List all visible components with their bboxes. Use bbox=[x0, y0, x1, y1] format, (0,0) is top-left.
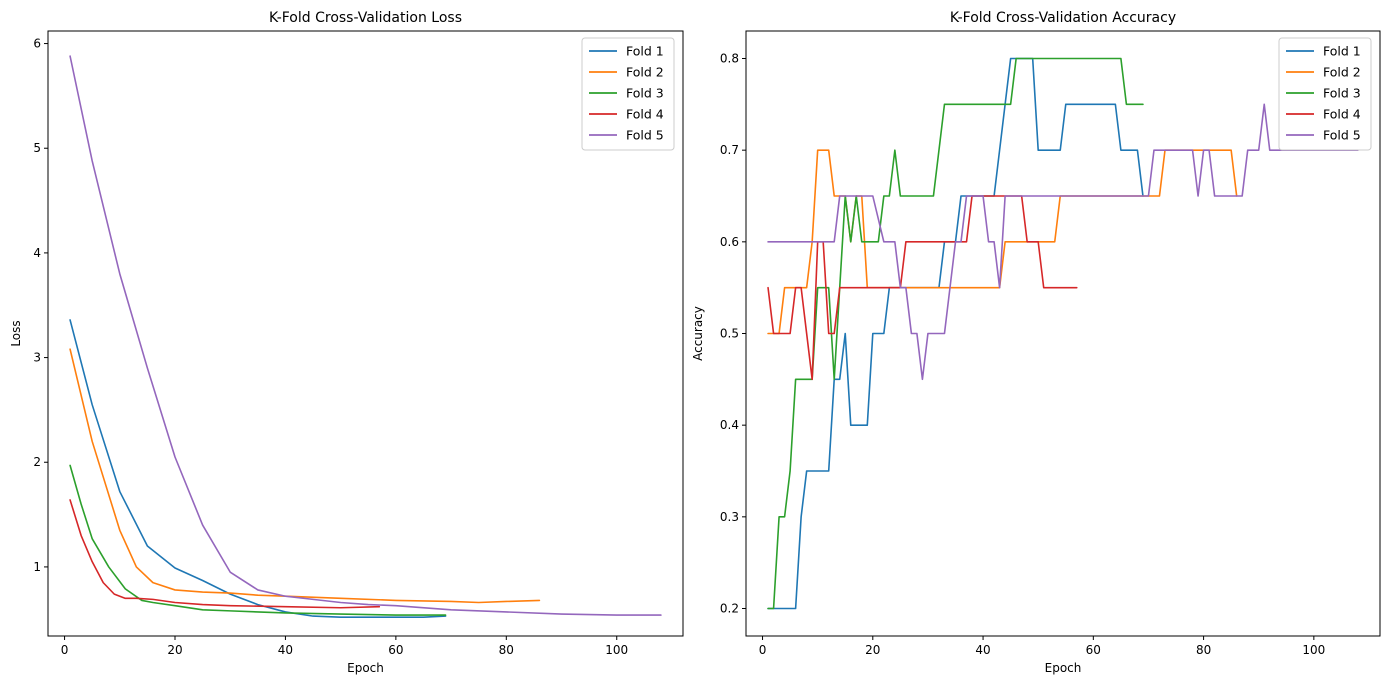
x-tick-label: 100 bbox=[1302, 643, 1325, 657]
x-tick-label: 0 bbox=[759, 643, 767, 657]
series-line-fold-1 bbox=[69, 319, 447, 618]
chart-panel-1: 0 20 40 60 80 100 1 2 3 4 5 6 K-Fold Cross-Validatio… bbox=[9, 10, 684, 675]
y-tick-label: 2 bbox=[33, 455, 41, 469]
y-tick-label: 4 bbox=[33, 246, 41, 260]
y-tick-label: 5 bbox=[33, 141, 41, 155]
x-tick-label: 20 bbox=[167, 643, 182, 657]
legend-box bbox=[581, 37, 675, 151]
y-tick-label: 0.5 bbox=[720, 327, 739, 341]
series-line-fold-4 bbox=[69, 499, 381, 609]
x-tick-label: 80 bbox=[499, 643, 514, 657]
legend-label-fold-4: Fold 4 bbox=[626, 107, 664, 122]
series-line-fold-3 bbox=[69, 464, 447, 616]
legend-label-fold-1: Fold 1 bbox=[626, 44, 664, 59]
legend-label-fold-5: Fold 5 bbox=[626, 128, 664, 143]
x-tick-label: 20 bbox=[865, 643, 880, 657]
x-axis-label: Epoch bbox=[1045, 661, 1082, 675]
legend: Fold 1 Fold 2 Fold 3 Fold 4 Fold 5 bbox=[581, 37, 675, 151]
y-tick-label: 0.3 bbox=[720, 510, 739, 524]
y-tick-label: 0.8 bbox=[720, 52, 739, 66]
chart-panel-2: 0 20 40 60 80 100 0.2 0.3 0.4 0.5 0.6 0.7 0.8 K-Fold … bbox=[691, 10, 1381, 675]
y-axis-label: Loss bbox=[9, 320, 23, 346]
legend: Fold 1 Fold 2 Fold 3 Fold 4 Fold 5 bbox=[1278, 37, 1372, 151]
plot-area-frame bbox=[47, 30, 684, 637]
series-line-fold-2 bbox=[69, 348, 541, 604]
legend-label-fold-5: Fold 5 bbox=[1323, 128, 1361, 143]
y-tick-label: 1 bbox=[33, 560, 41, 574]
series-line-fold-5 bbox=[767, 103, 1359, 381]
x-tick-label: 40 bbox=[975, 643, 990, 657]
x-tick-label: 100 bbox=[605, 643, 628, 657]
y-tick-label: 3 bbox=[33, 351, 41, 365]
x-tick-label: 40 bbox=[278, 643, 293, 657]
series-line-fold-5 bbox=[69, 55, 662, 616]
y-tick-label: 0.7 bbox=[720, 143, 739, 157]
x-tick-label: 60 bbox=[1086, 643, 1101, 657]
series-line-fold-1 bbox=[767, 57, 1144, 610]
y-tick-label: 0.6 bbox=[720, 235, 739, 249]
x-tick-label: 60 bbox=[388, 643, 403, 657]
legend-box bbox=[1278, 37, 1372, 151]
y-tick-label: 0.4 bbox=[720, 418, 739, 432]
legend-label-fold-1: Fold 1 bbox=[1323, 44, 1361, 59]
x-axis-label: Epoch bbox=[347, 661, 384, 675]
series-line-fold-3 bbox=[767, 57, 1144, 610]
legend-label-fold-2: Fold 2 bbox=[1323, 65, 1361, 80]
y-tick-label: 6 bbox=[33, 37, 41, 51]
y-axis-label: Accuracy bbox=[691, 306, 705, 361]
x-tick-label: 0 bbox=[61, 643, 69, 657]
legend-label-fold-2: Fold 2 bbox=[626, 65, 664, 80]
legend-label-fold-3: Fold 3 bbox=[626, 86, 664, 101]
y-tick-label: 0.2 bbox=[720, 602, 739, 616]
chart-title: K-Fold Cross-Validation Loss bbox=[269, 10, 462, 26]
x-tick-label: 80 bbox=[1196, 643, 1211, 657]
legend-label-fold-3: Fold 3 bbox=[1323, 86, 1361, 101]
legend-label-fold-4: Fold 4 bbox=[1323, 107, 1361, 122]
chart-title: K-Fold Cross-Validation Accuracy bbox=[950, 10, 1176, 26]
